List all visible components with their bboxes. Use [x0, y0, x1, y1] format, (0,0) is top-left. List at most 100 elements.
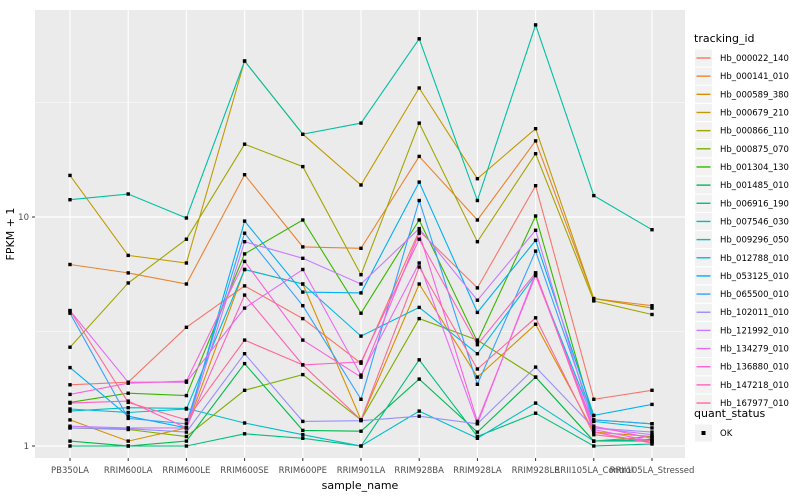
data-point: [650, 228, 654, 232]
legend-item-Hb_000866_110: Hb_000866_110: [695, 122, 789, 140]
data-point: [242, 219, 247, 223]
data-point: [417, 121, 421, 125]
data-point: [650, 312, 654, 317]
data-point: [417, 218, 421, 222]
data-point: [475, 419, 480, 424]
legend-item-quant-OK: OK: [695, 424, 733, 442]
data-point: [242, 293, 247, 297]
data-point: [417, 316, 421, 321]
x-tick-label: RRII105LA_Control: [554, 466, 633, 476]
data-point: [68, 345, 72, 349]
data-point: [184, 418, 189, 422]
data-point: [301, 245, 305, 249]
data-point: [592, 397, 596, 401]
legend-label: Hb_000679_210: [720, 108, 789, 118]
data-point: [650, 439, 654, 443]
data-point: [242, 259, 247, 264]
data-point: [301, 419, 305, 424]
legend-item-Hb_000141_010: Hb_000141_010: [695, 67, 789, 85]
legend-label: Hb_007546_030: [720, 217, 789, 227]
legend-label: Hb_000141_010: [720, 72, 789, 82]
data-point: [533, 365, 538, 369]
data-point: [592, 433, 596, 437]
data-point: [417, 231, 421, 235]
data-point: [126, 253, 130, 258]
data-point: [359, 429, 363, 433]
data-point: [475, 343, 480, 347]
data-point: [475, 310, 480, 315]
legend-label: Hb_001485_010: [720, 181, 789, 191]
data-point: [242, 421, 247, 425]
data-point: [359, 311, 363, 315]
legend-label: Hb_001304_130: [720, 163, 789, 173]
legend-item-Hb_000022_140: Hb_000022_140: [695, 49, 789, 67]
legend-label: Hb_000589_380: [720, 90, 789, 100]
data-point: [417, 86, 421, 90]
data-point: [417, 229, 421, 233]
data-point: [242, 352, 247, 356]
data-point: [592, 413, 596, 418]
data-points: [68, 23, 654, 448]
data-point: [184, 430, 189, 434]
data-point: [68, 173, 72, 178]
legend-label: Hb_121992_010: [720, 326, 789, 336]
data-point: [650, 430, 654, 434]
data-point: [68, 311, 72, 315]
data-point: [417, 282, 421, 286]
data-point: [242, 173, 247, 177]
legend-item-Hb_121992_010: Hb_121992_010: [695, 321, 789, 339]
data-point: [126, 410, 130, 415]
legend-item-Hb_000679_210: Hb_000679_210: [695, 103, 789, 121]
data-point: [68, 407, 72, 411]
legend-label: Hb_102011_010: [720, 308, 789, 318]
data-point: [592, 418, 596, 422]
data-point: [417, 377, 421, 381]
data-point: [184, 426, 189, 430]
data-point: [301, 428, 305, 433]
legend-item-Hb_000875_070: Hb_000875_070: [695, 140, 789, 158]
data-point: [242, 142, 247, 146]
data-point: [475, 339, 480, 344]
data-point: [359, 291, 363, 295]
data-point: [359, 183, 363, 187]
data-point: [242, 388, 247, 392]
data-point: [533, 273, 538, 278]
data-point: [417, 409, 421, 413]
legend-item-Hb_136880_010: Hb_136880_010: [695, 358, 789, 376]
data-point: [301, 372, 305, 377]
data-point: [359, 282, 363, 286]
legend-item-Hb_167977_010: Hb_167977_010: [695, 394, 789, 412]
data-point: [417, 37, 421, 41]
data-point: [68, 439, 72, 443]
data-point: [184, 261, 189, 265]
data-point: [475, 422, 480, 426]
x-tick-label: RRIM600SE: [220, 466, 269, 476]
data-point: [650, 434, 654, 439]
data-point: [68, 424, 72, 428]
x-tick-label: RRIM901LA: [337, 466, 386, 476]
x-tick-label: RRIM600LA: [104, 466, 153, 476]
data-point: [475, 375, 480, 379]
data-point: [533, 375, 538, 379]
legend-item-Hb_007546_030: Hb_007546_030: [695, 212, 789, 230]
data-point: [242, 284, 247, 288]
data-point: [301, 436, 305, 440]
data-point: [184, 216, 189, 220]
x-tick-label: RRII105LA_Stressed: [610, 466, 695, 476]
data-point: [301, 316, 305, 321]
data-point: [475, 382, 480, 386]
data-point: [533, 152, 538, 156]
data-point: [650, 402, 654, 407]
data-point: [126, 426, 130, 430]
data-point: [242, 267, 247, 272]
data-point: [533, 249, 538, 253]
legend-item-Hb_001485_010: Hb_001485_010: [695, 176, 789, 194]
data-point: [126, 381, 130, 385]
x-tick-label: RRIM600PE: [279, 466, 327, 476]
data-point: [533, 238, 538, 243]
data-point: [650, 426, 654, 430]
data-point: [417, 265, 421, 269]
data-point: [301, 132, 305, 136]
x-axis-title: sample_name: [322, 479, 399, 492]
data-point: [417, 237, 421, 241]
